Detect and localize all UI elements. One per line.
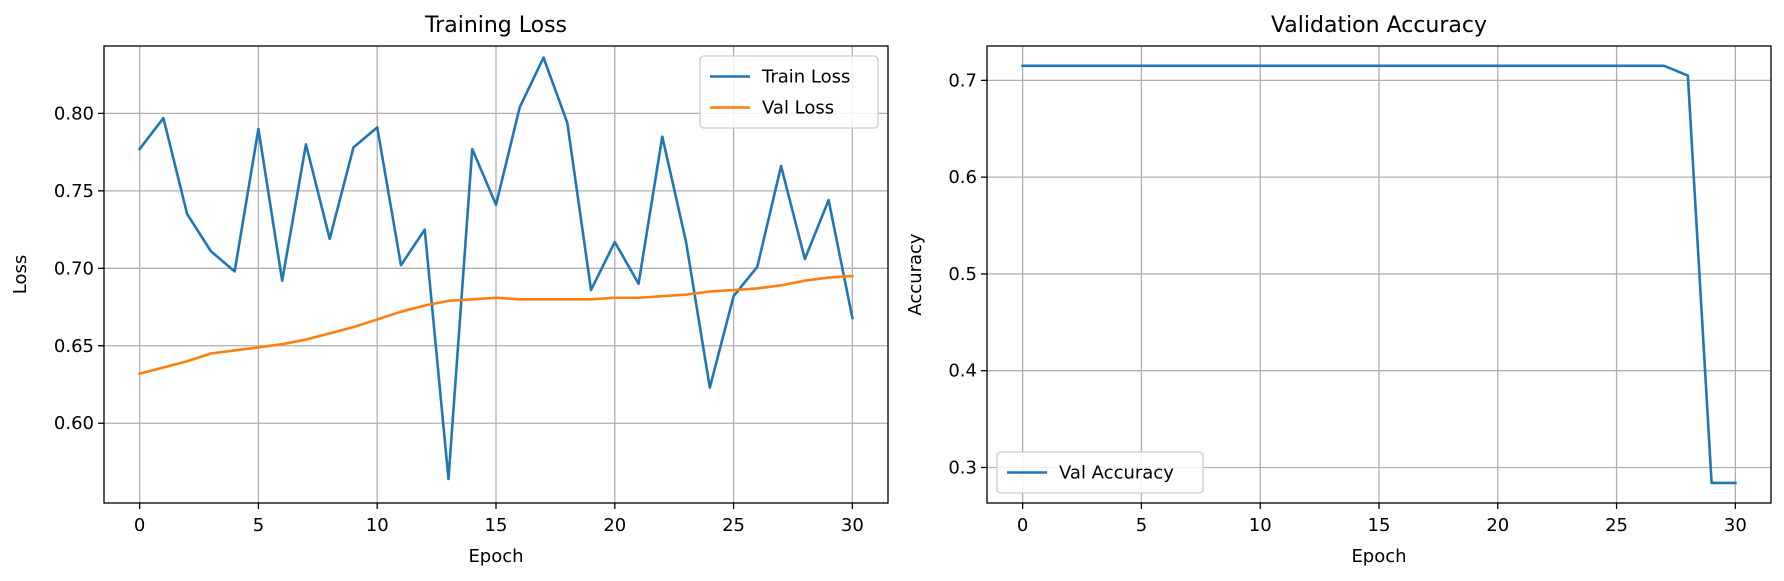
x-axis-label: Epoch: [468, 546, 523, 567]
x-tick-label: 25: [1605, 515, 1628, 536]
legend-label: Train Loss: [761, 67, 850, 88]
chart-title: Validation Accuracy: [1271, 13, 1487, 38]
legend-box: [699, 55, 879, 129]
y-axis-label: Accuracy: [905, 233, 926, 316]
x-tick-label: 20: [1486, 515, 1509, 536]
x-axis-label: Epoch: [1351, 546, 1406, 567]
legend-label: Val Accuracy: [1059, 463, 1174, 484]
y-tick-label: 0.75: [54, 181, 94, 202]
y-tick-label: 0.60: [54, 413, 94, 434]
axes-frame: [986, 45, 1772, 504]
x-tick-label: 30: [841, 515, 864, 536]
y-tick-label: 0.65: [54, 336, 94, 357]
y-tick-label: 0.4: [948, 361, 977, 382]
y-tick-label: 0.5: [948, 264, 977, 285]
x-tick-label: 0: [134, 515, 145, 536]
legend: Train Loss Val Loss: [699, 55, 879, 129]
x-tick-label: 25: [722, 515, 745, 536]
legend: Val Accuracy: [996, 451, 1204, 494]
axes-frame: [103, 45, 889, 504]
x-tick-label: 5: [1136, 515, 1147, 536]
chart-2: 0 5 10 15 20 25 30 0.3 0.4 0.5 0.6 0.7 Validation Ac…: [905, 13, 1772, 567]
x-tick-label: 0: [1017, 515, 1028, 536]
x-tick-label: 15: [485, 515, 508, 536]
legend-box: [996, 451, 1204, 494]
y-tick-label: 0.3: [948, 457, 977, 478]
x-tick-label: 10: [366, 515, 389, 536]
y-tick-label: 0.80: [54, 103, 94, 124]
series-line-val-loss: [138, 274, 854, 376]
chart-title: Training Loss: [424, 13, 567, 38]
y-tick-label: 0.7: [948, 70, 977, 91]
legend-label: Val Loss: [762, 98, 834, 119]
chart-1: 0 5 10 15 20 25 30 0.60 0.65 0.70 0.75 0.80 Training…: [10, 13, 889, 567]
series-line-train-loss: [137, 56, 854, 481]
x-tick-label: 20: [603, 515, 626, 536]
x-tick-label: 30: [1724, 515, 1747, 536]
y-tick-label: 0.70: [54, 258, 94, 279]
x-tick-label: 15: [1368, 515, 1391, 536]
x-tick-label: 10: [1249, 515, 1272, 536]
y-axis-label: Loss: [10, 255, 31, 294]
series-line-val-accuracy: [1021, 64, 1737, 485]
x-tick-label: 5: [253, 515, 264, 536]
y-tick-label: 0.6: [948, 167, 977, 188]
